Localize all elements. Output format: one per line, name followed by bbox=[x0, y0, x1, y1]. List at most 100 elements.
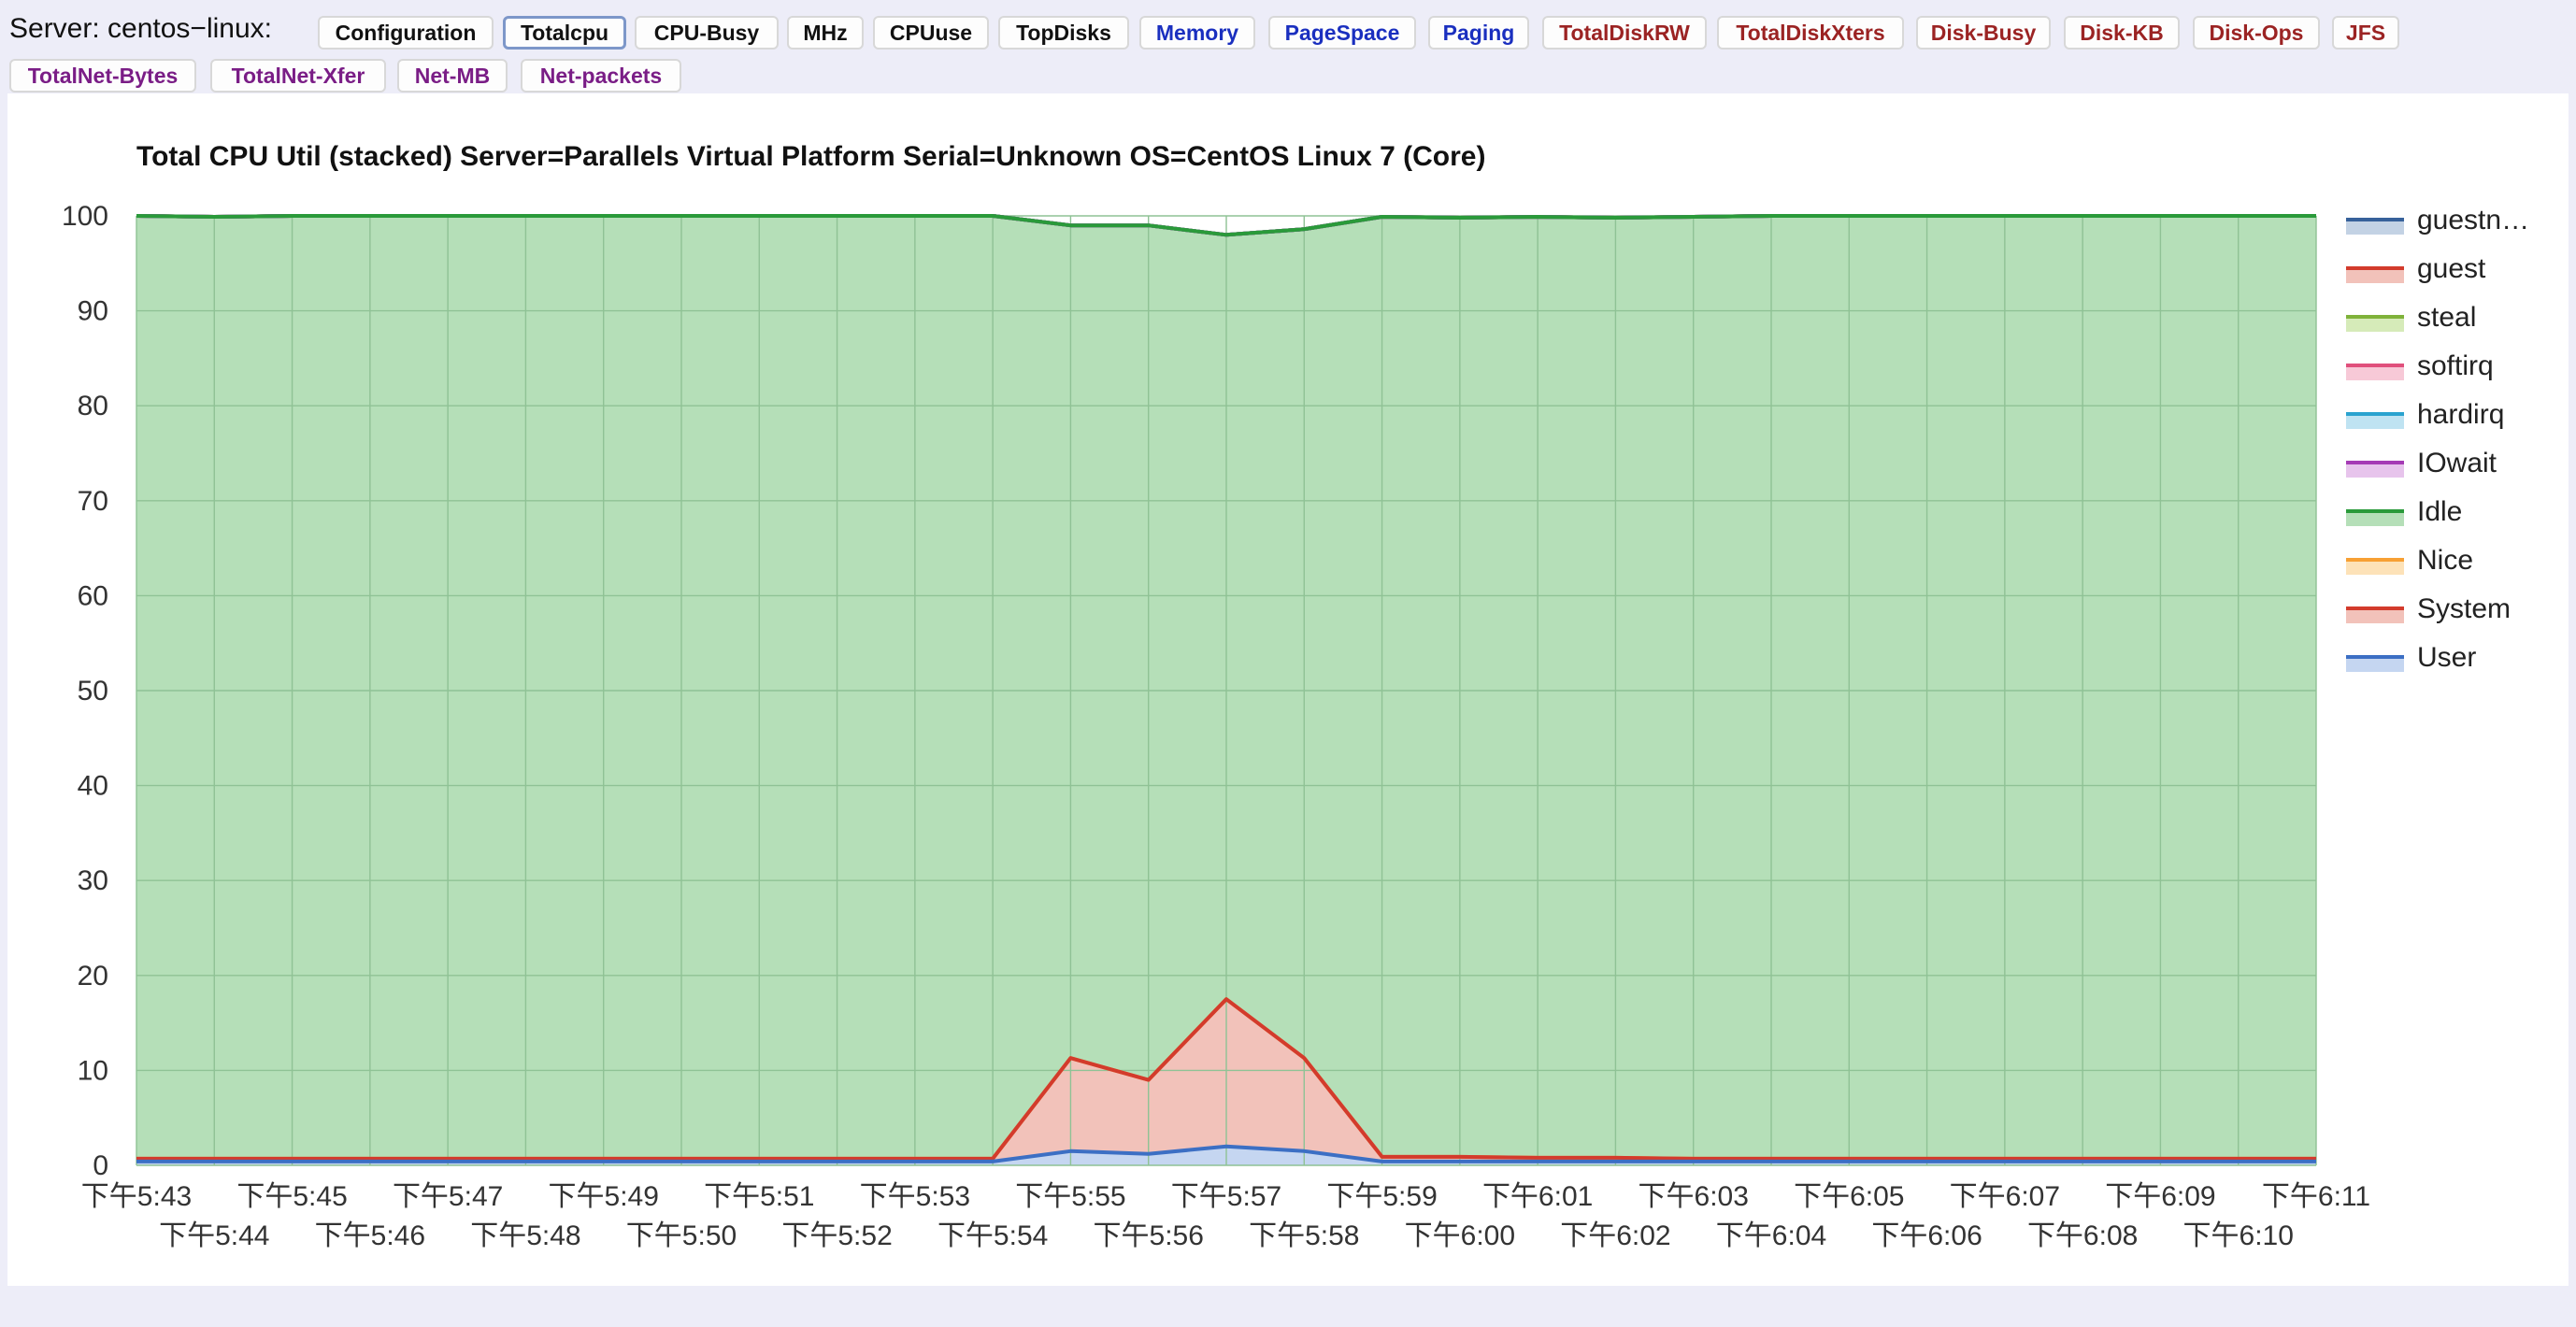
disk-ops-button[interactable]: Disk-Ops bbox=[2193, 16, 2320, 50]
y-tick-label: 10 bbox=[78, 1055, 108, 1086]
legend-swatch bbox=[2346, 414, 2404, 429]
y-tick-label: 50 bbox=[78, 676, 108, 706]
chart-title: Total CPU Util (stacked) Server=Parallel… bbox=[136, 141, 1485, 172]
totaldiskxters-button[interactable]: TotalDiskXters bbox=[1717, 16, 1904, 50]
chart-panel: Total CPU Util (stacked) Server=Parallel… bbox=[7, 93, 2569, 1286]
y-tick-label: 80 bbox=[78, 391, 108, 421]
x-axis: 下午5:43 下午5:44 下午5:45 下午5:46 下午5:47 下午5:48 下午5:… bbox=[81, 1181, 2370, 1251]
legend-item-idle[interactable]: Idle bbox=[2346, 496, 2462, 527]
series-lines bbox=[136, 214, 2316, 1163]
jfs-button[interactable]: JFS bbox=[2332, 16, 2399, 50]
legend-item-steal[interactable]: steal bbox=[2346, 302, 2476, 333]
toolbar: Server: centos−linux: Configuration Tota… bbox=[0, 0, 2576, 93]
line-system bbox=[136, 997, 2316, 1161]
legend-swatch bbox=[2346, 511, 2404, 526]
x-tick-label: 下午6:04 bbox=[1716, 1220, 1826, 1251]
legend-swatch bbox=[2346, 365, 2404, 380]
legend-label: steal bbox=[2417, 302, 2476, 333]
legend[interactable]: guestn… guest steal softirq hardirq IOwait Idl… bbox=[2346, 205, 2529, 673]
x-tick-label: 下午6:01 bbox=[1482, 1181, 1593, 1212]
y-tick-label: 100 bbox=[62, 201, 108, 232]
x-tick-label: 下午5:58 bbox=[1249, 1220, 1359, 1251]
x-tick-label: 下午6:08 bbox=[2027, 1220, 2138, 1251]
x-tick-label: 下午5:53 bbox=[860, 1181, 970, 1212]
disk-busy-button[interactable]: Disk-Busy bbox=[1916, 16, 2051, 50]
server-label: Server: centos−linux: bbox=[9, 13, 272, 44]
x-tick-label: 下午5:59 bbox=[1326, 1181, 1437, 1212]
x-tick-label: 下午5:51 bbox=[704, 1181, 814, 1212]
y-tick-label: 90 bbox=[78, 296, 108, 327]
y-tick-label: 70 bbox=[78, 486, 108, 517]
y-tick-label: 20 bbox=[78, 961, 108, 992]
totalcpu-button[interactable]: Totalcpu bbox=[503, 16, 626, 50]
cpu-busy-button[interactable]: CPU-Busy bbox=[635, 16, 779, 50]
totaldiskrw-button[interactable]: TotalDiskRW bbox=[1542, 16, 1707, 50]
topdisks-button[interactable]: TopDisks bbox=[998, 16, 1129, 50]
legend-label: Idle bbox=[2417, 496, 2462, 527]
legend-label: IOwait bbox=[2417, 448, 2497, 478]
legend-item-guestn[interactable]: guestn… bbox=[2346, 205, 2529, 235]
x-tick-label: 下午6:10 bbox=[2183, 1220, 2294, 1251]
x-tick-label: 下午5:49 bbox=[549, 1181, 659, 1212]
legend-item-system[interactable]: System bbox=[2346, 593, 2511, 624]
net-mb-button[interactable]: Net-MB bbox=[397, 59, 508, 93]
x-tick-label: 下午5:43 bbox=[81, 1181, 192, 1212]
x-tick-label: 下午5:48 bbox=[470, 1220, 580, 1251]
x-tick-label: 下午5:50 bbox=[626, 1220, 737, 1251]
legend-item-hardirq[interactable]: hardirq bbox=[2346, 399, 2504, 430]
legend-label: Nice bbox=[2417, 545, 2473, 576]
legend-swatch bbox=[2346, 463, 2404, 478]
x-tick-label: 下午6:05 bbox=[1794, 1181, 1904, 1212]
x-tick-label: 下午6:07 bbox=[1950, 1181, 2060, 1212]
legend-item-user[interactable]: User bbox=[2346, 642, 2476, 673]
legend-item-softirq[interactable]: softirq bbox=[2346, 350, 2494, 381]
line-idle bbox=[136, 214, 2316, 237]
x-tick-label: 下午6:03 bbox=[1639, 1181, 1749, 1212]
legend-swatch bbox=[2346, 657, 2404, 672]
legend-swatch bbox=[2346, 560, 2404, 575]
y-tick-label: 30 bbox=[78, 865, 108, 896]
legend-item-guest[interactable]: guest bbox=[2346, 253, 2486, 284]
y-axis: 0 10 20 30 40 50 60 70 80 90 100 bbox=[62, 201, 108, 1181]
paging-button[interactable]: Paging bbox=[1428, 16, 1529, 50]
x-tick-label: 下午5:45 bbox=[236, 1181, 347, 1212]
legend-label: System bbox=[2417, 593, 2511, 624]
legend-label: guestn… bbox=[2417, 205, 2529, 235]
legend-item-nice[interactable]: Nice bbox=[2346, 545, 2473, 576]
x-tick-label: 下午5:54 bbox=[937, 1220, 1048, 1251]
disk-kb-button[interactable]: Disk-KB bbox=[2064, 16, 2180, 50]
legend-label: hardirq bbox=[2417, 399, 2504, 430]
x-tick-label: 下午5:47 bbox=[393, 1181, 503, 1212]
x-tick-label: 下午6:09 bbox=[2105, 1181, 2215, 1212]
legend-swatch bbox=[2346, 317, 2404, 332]
y-tick-label: 60 bbox=[78, 580, 108, 611]
legend-swatch bbox=[2346, 608, 2404, 623]
pagespace-button[interactable]: PageSpace bbox=[1268, 16, 1416, 50]
legend-label: softirq bbox=[2417, 350, 2494, 381]
line-user bbox=[136, 1144, 2316, 1163]
x-tick-label: 下午5:55 bbox=[1015, 1181, 1125, 1212]
x-tick-label: 下午6:02 bbox=[1560, 1220, 1670, 1251]
x-tick-label: 下午6:00 bbox=[1405, 1220, 1515, 1251]
legend-item-iowait[interactable]: IOwait bbox=[2346, 448, 2497, 478]
memory-button[interactable]: Memory bbox=[1139, 16, 1255, 50]
legend-swatch bbox=[2346, 220, 2404, 235]
y-tick-label: 0 bbox=[93, 1150, 108, 1181]
y-tick-label: 40 bbox=[78, 771, 108, 802]
x-tick-label: 下午5:44 bbox=[159, 1220, 269, 1251]
x-tick-label: 下午5:52 bbox=[781, 1220, 892, 1251]
mhz-button[interactable]: MHz bbox=[787, 16, 864, 50]
x-tick-label: 下午6:06 bbox=[1871, 1220, 1982, 1251]
legend-swatch bbox=[2346, 268, 2404, 283]
net-packets-button[interactable]: Net-packets bbox=[521, 59, 681, 93]
cpuuse-button[interactable]: CPUuse bbox=[873, 16, 989, 50]
totalnet-bytes-button[interactable]: TotalNet-Bytes bbox=[9, 59, 196, 93]
configuration-button[interactable]: Configuration bbox=[318, 16, 494, 50]
x-tick-label: 下午5:46 bbox=[315, 1220, 425, 1251]
cpu-area-chart: Total CPU Util (stacked) Server=Parallel… bbox=[62, 141, 2529, 1251]
legend-label: User bbox=[2417, 642, 2476, 673]
x-tick-label: 下午5:57 bbox=[1171, 1181, 1281, 1212]
legend-label: guest bbox=[2417, 253, 2486, 284]
x-tick-label: 下午6:11 bbox=[2262, 1181, 2370, 1212]
totalnet-xfer-button[interactable]: TotalNet-Xfer bbox=[210, 59, 386, 93]
